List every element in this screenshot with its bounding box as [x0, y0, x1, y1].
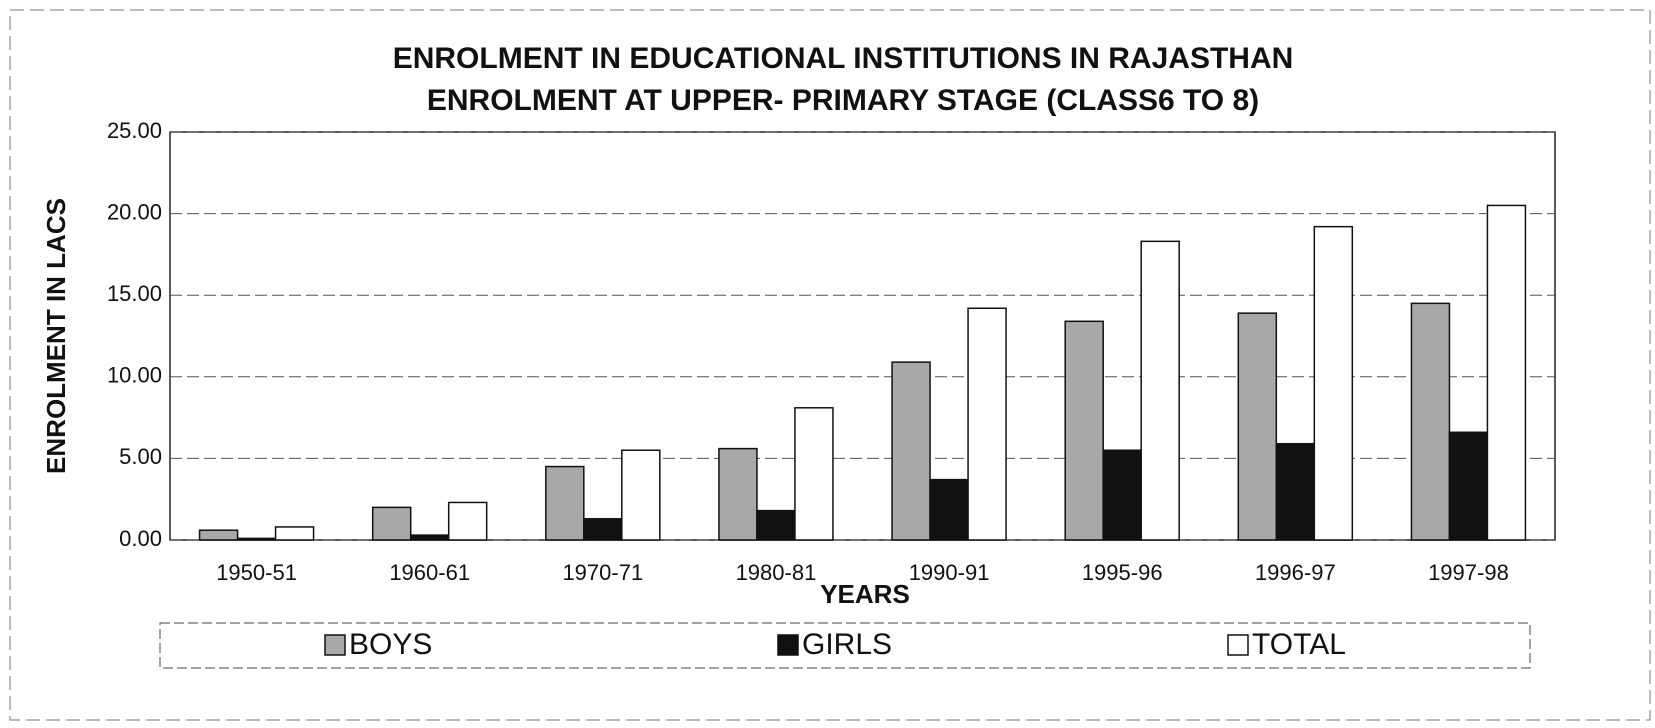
y-tick-label: 20.00 — [107, 199, 162, 224]
bar — [891, 361, 931, 541]
bar — [1237, 312, 1278, 541]
y-tick-label: 15.00 — [107, 281, 162, 306]
chart-subtitle: ENROLMENT AT UPPER- PRIMARY STAGE (CLASS… — [427, 84, 1259, 117]
bar — [1410, 302, 1451, 541]
frame — [9, 9, 1651, 721]
bar — [621, 449, 661, 541]
legend-swatch — [777, 634, 799, 656]
bar — [447, 501, 488, 541]
x-tick-label: 1997-98 — [1428, 560, 1509, 585]
x-tick-label: 1960-61 — [389, 560, 470, 585]
bar — [1448, 431, 1489, 541]
legend-label: BOYS — [349, 628, 432, 661]
bar — [718, 447, 758, 541]
x-tick-label: 1970-71 — [562, 560, 643, 585]
legend-swatch — [324, 634, 346, 656]
legend-swatch — [1227, 634, 1249, 656]
y-tick-label: 5.00 — [119, 444, 162, 469]
y-tick-label: 10.00 — [107, 363, 162, 388]
y-tick-label: 0.00 — [119, 526, 162, 551]
bar — [929, 478, 969, 541]
legend-box — [159, 622, 1531, 669]
x-tick-label: 1990-91 — [909, 560, 990, 585]
y-axis-label: ENROLMENT IN LACS — [41, 198, 71, 474]
bar — [1313, 225, 1354, 541]
bar — [274, 526, 315, 541]
plot-area — [169, 131, 1556, 541]
bar — [794, 407, 834, 541]
bar — [1102, 449, 1142, 541]
bar — [1064, 320, 1104, 541]
x-tick-label: 1996-97 — [1255, 560, 1336, 585]
bar — [409, 534, 450, 541]
legend-label: GIRLS — [802, 628, 892, 661]
x-tick-label: 1980-81 — [736, 560, 817, 585]
bar — [371, 506, 412, 541]
bar — [756, 509, 796, 541]
bar — [1486, 204, 1527, 541]
y-tick-label: 25.00 — [107, 118, 162, 143]
bar — [1275, 442, 1316, 541]
bar — [583, 518, 623, 541]
x-tick-label: 1995-96 — [1082, 560, 1163, 585]
x-axis-label: YEARS — [820, 579, 910, 609]
bar — [967, 307, 1007, 541]
bar — [236, 537, 277, 541]
x-tick-label: 1950-51 — [216, 560, 297, 585]
chart-title: ENROLMENT IN EDUCATIONAL INSTITUTIONS IN… — [393, 42, 1294, 75]
bar — [198, 529, 239, 541]
legend-label: TOTAL — [1252, 628, 1346, 661]
bar — [545, 465, 585, 541]
bar — [1140, 240, 1180, 541]
